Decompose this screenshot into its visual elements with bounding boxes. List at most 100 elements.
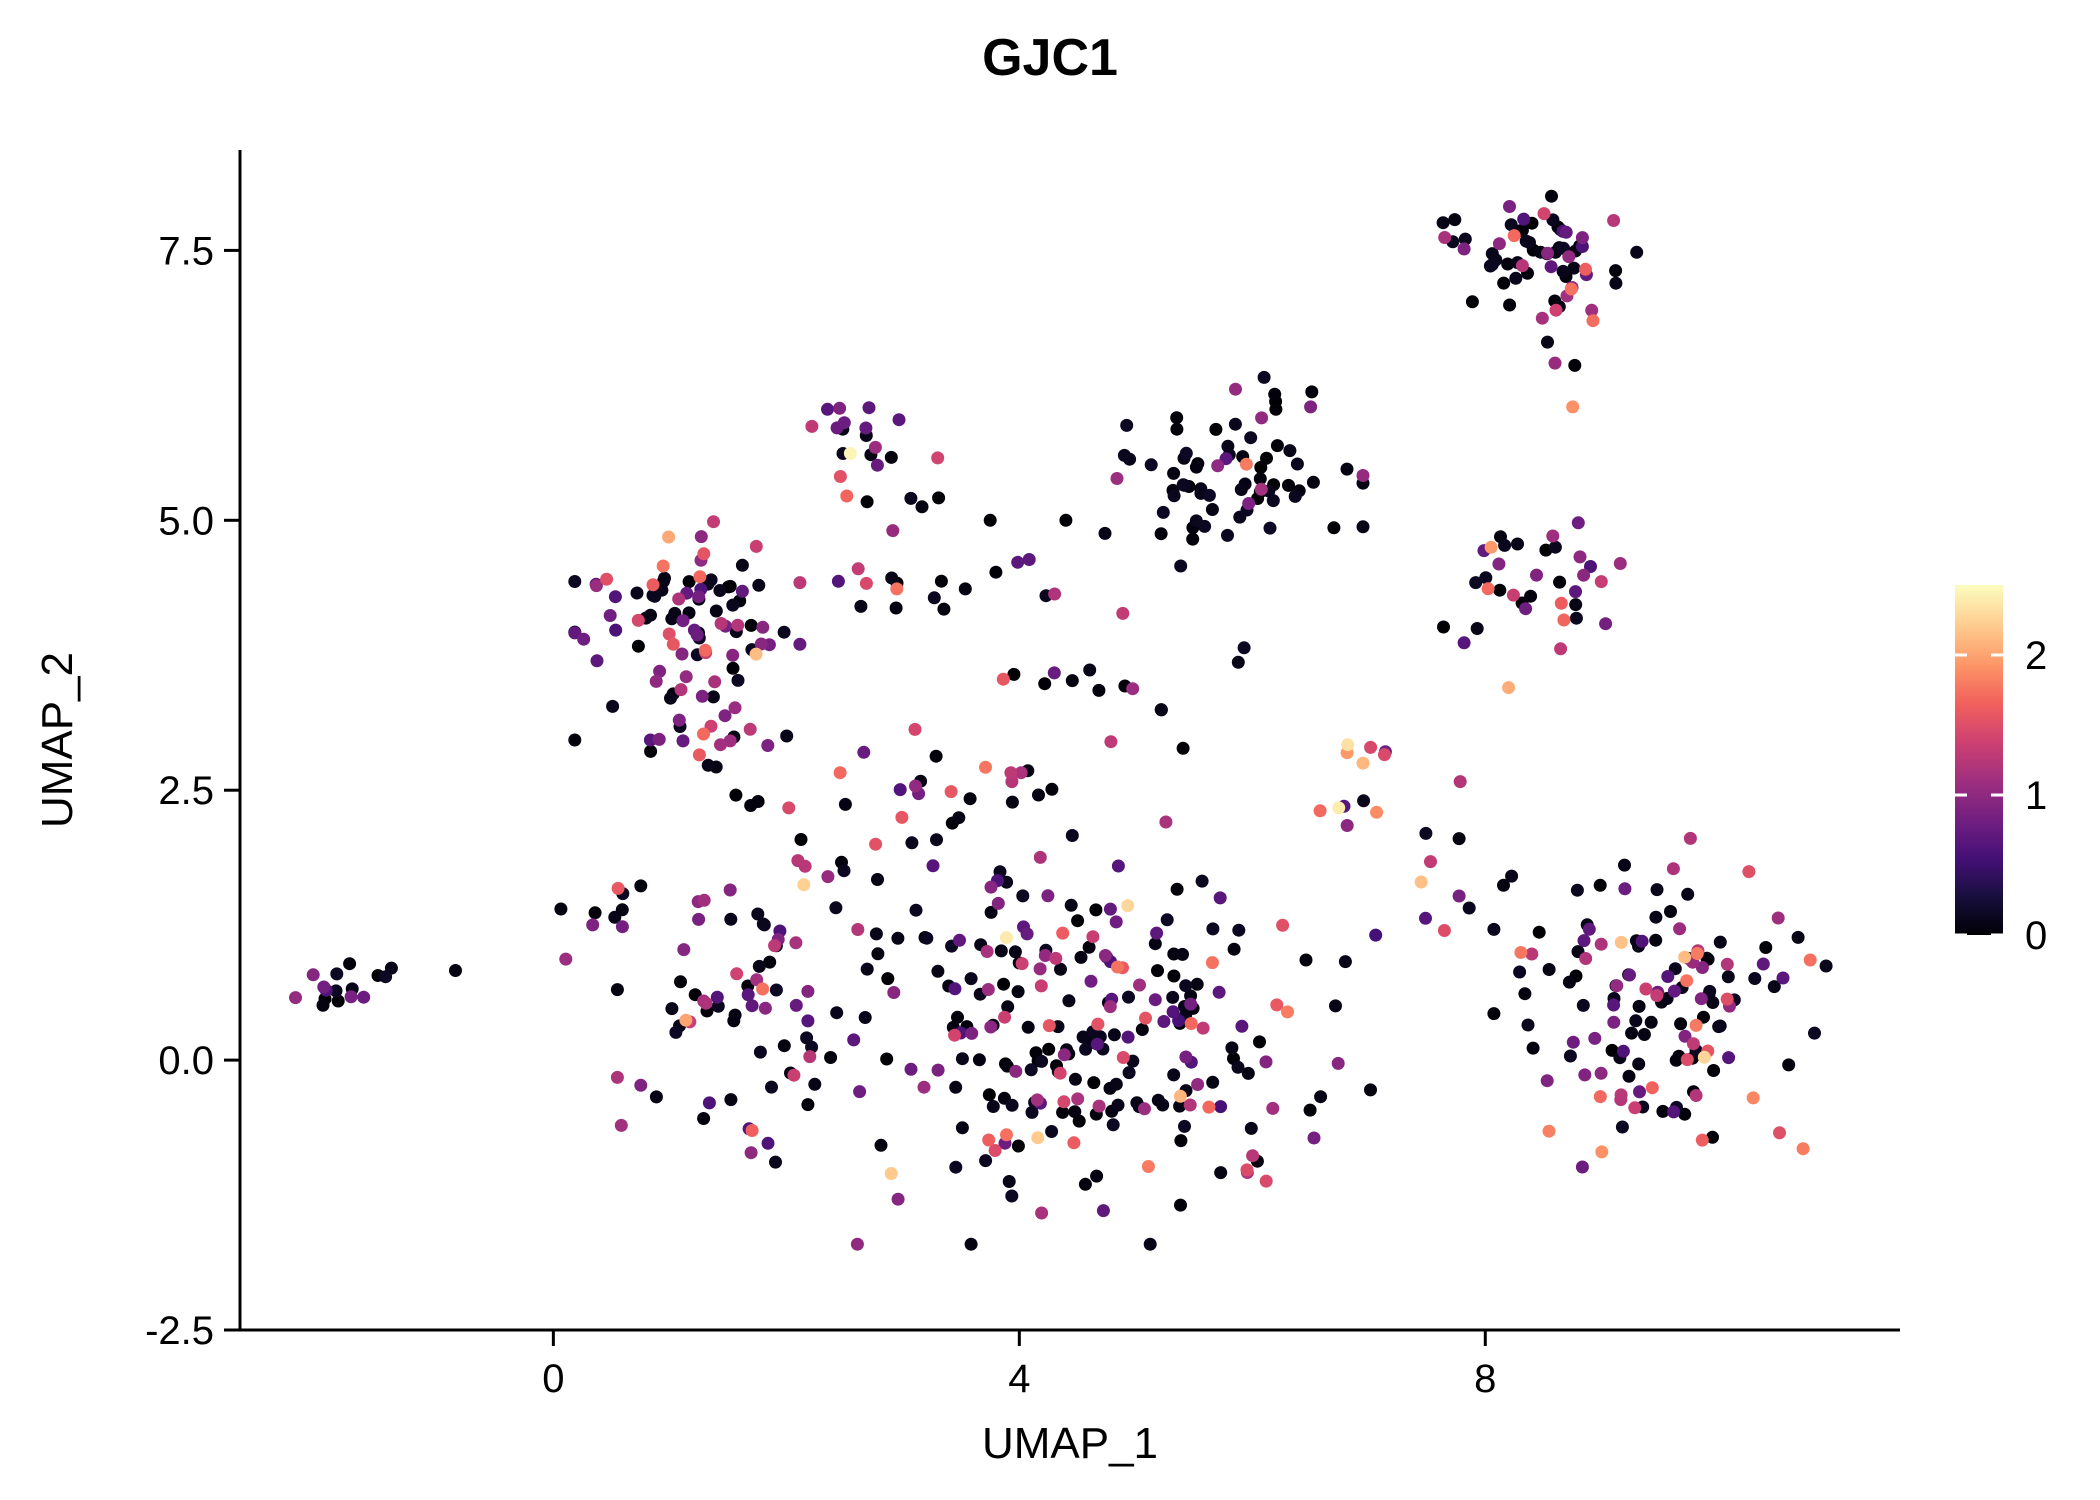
data-point bbox=[692, 912, 706, 926]
data-point bbox=[1577, 934, 1591, 948]
data-point bbox=[609, 623, 623, 637]
data-point bbox=[1340, 819, 1354, 832]
data-point bbox=[931, 1063, 945, 1077]
data-point bbox=[731, 618, 745, 632]
data-point bbox=[644, 744, 658, 758]
data-point bbox=[984, 905, 998, 919]
data-point bbox=[1356, 756, 1370, 770]
data-point bbox=[979, 1154, 993, 1168]
data-point bbox=[754, 637, 768, 651]
data-point bbox=[1564, 282, 1578, 296]
data-point bbox=[1575, 1160, 1589, 1174]
data-point bbox=[982, 1133, 996, 1147]
data-point bbox=[1457, 242, 1471, 256]
data-point bbox=[1232, 923, 1246, 937]
colorbar-ticks: 2 1 0 bbox=[1955, 634, 2047, 958]
data-point bbox=[1057, 1048, 1071, 1062]
data-point bbox=[1518, 987, 1532, 1001]
data-point bbox=[1083, 663, 1097, 677]
data-point bbox=[893, 783, 907, 797]
data-point bbox=[729, 788, 743, 802]
data-point bbox=[1159, 815, 1173, 829]
data-point bbox=[904, 1062, 918, 1076]
data-point bbox=[984, 880, 998, 894]
data-point bbox=[1157, 1015, 1171, 1028]
data-point bbox=[1424, 855, 1437, 869]
data-point bbox=[316, 998, 330, 1012]
data-point bbox=[1000, 1128, 1013, 1142]
data-point bbox=[1497, 878, 1510, 892]
data-point bbox=[1470, 622, 1484, 635]
data-point bbox=[1487, 1007, 1501, 1021]
data-point bbox=[1720, 992, 1734, 1006]
data-point bbox=[1452, 889, 1466, 903]
colorbar-tick-label: 1 bbox=[2025, 774, 2047, 818]
data-point bbox=[1674, 1017, 1688, 1031]
data-point bbox=[331, 994, 345, 1008]
data-point bbox=[1364, 1083, 1377, 1097]
data-point bbox=[749, 647, 763, 661]
data-point bbox=[1154, 527, 1168, 541]
data-point bbox=[1562, 975, 1576, 989]
data-point bbox=[1356, 520, 1370, 534]
data-point bbox=[1032, 788, 1045, 802]
data-point bbox=[833, 766, 847, 780]
data-point bbox=[1796, 1142, 1810, 1156]
data-point bbox=[829, 901, 843, 915]
data-point bbox=[1524, 589, 1538, 603]
data-point bbox=[805, 419, 819, 433]
data-point bbox=[1022, 553, 1036, 566]
data-point bbox=[1170, 422, 1184, 436]
data-point bbox=[756, 620, 770, 634]
data-point bbox=[1067, 1136, 1081, 1150]
data-point bbox=[1096, 1204, 1110, 1218]
data-point bbox=[344, 990, 358, 1004]
data-point bbox=[1338, 955, 1352, 969]
data-point bbox=[611, 881, 625, 895]
data-point bbox=[838, 797, 852, 811]
data-point bbox=[1776, 971, 1790, 985]
data-point bbox=[1231, 655, 1245, 669]
data-point bbox=[1546, 529, 1560, 543]
data-point bbox=[1011, 555, 1025, 569]
data-point bbox=[1008, 945, 1022, 959]
data-point bbox=[726, 598, 740, 612]
data-point bbox=[1808, 1026, 1821, 1040]
data-point bbox=[1020, 927, 1034, 941]
data-point bbox=[1554, 642, 1568, 656]
data-point bbox=[1706, 1130, 1719, 1144]
data-point bbox=[930, 833, 943, 847]
data-point bbox=[768, 939, 782, 953]
data-point bbox=[665, 1002, 679, 1016]
data-point bbox=[1087, 1076, 1101, 1090]
data-point bbox=[1593, 1090, 1607, 1104]
data-point bbox=[756, 917, 770, 931]
data-point bbox=[1116, 1051, 1130, 1064]
data-point bbox=[1535, 311, 1549, 325]
data-point bbox=[1759, 941, 1773, 954]
data-point bbox=[953, 933, 966, 947]
data-point bbox=[752, 959, 766, 973]
data-point bbox=[908, 722, 922, 736]
data-point bbox=[851, 923, 865, 936]
data-point bbox=[1205, 956, 1219, 970]
data-point bbox=[1537, 207, 1551, 221]
data-point bbox=[1117, 448, 1131, 462]
data-point bbox=[1313, 804, 1327, 818]
data-point bbox=[1103, 1000, 1117, 1014]
data-point bbox=[672, 713, 686, 727]
data-point bbox=[306, 968, 320, 982]
data-point bbox=[1748, 972, 1762, 985]
data-point bbox=[701, 758, 715, 772]
data-point bbox=[1610, 979, 1624, 993]
data-point bbox=[1331, 1056, 1345, 1070]
data-point bbox=[887, 986, 901, 999]
data-point bbox=[1126, 682, 1140, 696]
data-point bbox=[1577, 568, 1591, 582]
data-point bbox=[1179, 1050, 1193, 1064]
data-point bbox=[905, 836, 919, 850]
data-point bbox=[1521, 1018, 1535, 1032]
data-point bbox=[1110, 472, 1124, 485]
data-point bbox=[1033, 962, 1047, 976]
data-point bbox=[1268, 387, 1282, 401]
